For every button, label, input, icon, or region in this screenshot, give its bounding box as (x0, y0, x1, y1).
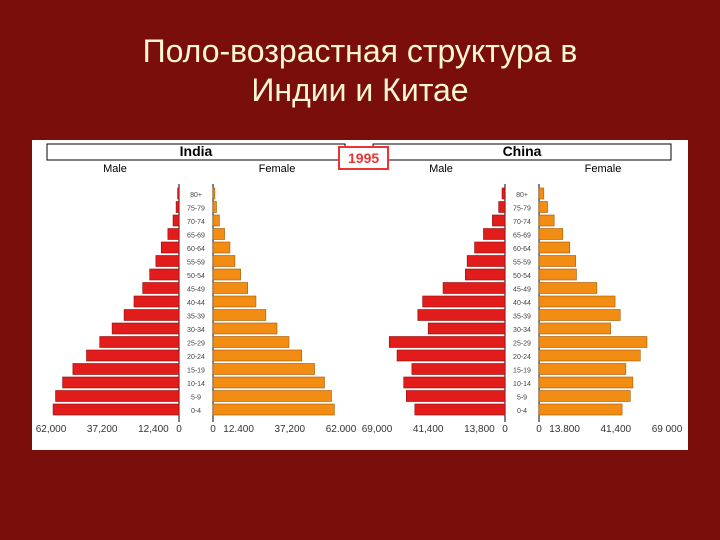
svg-text:69,000: 69,000 (362, 424, 393, 435)
svg-text:0-4: 0-4 (191, 408, 201, 415)
svg-text:30-34: 30-34 (513, 327, 531, 334)
svg-text:45-49: 45-49 (513, 287, 531, 294)
svg-text:60-64: 60-64 (187, 246, 205, 253)
svg-text:15-19: 15-19 (513, 368, 531, 375)
svg-text:50-54: 50-54 (513, 273, 531, 280)
svg-text:Male: Male (103, 163, 127, 175)
svg-text:Female: Female (259, 163, 296, 175)
slide: Поло-возрастная структура в Индии и Кита… (0, 0, 720, 540)
svg-text:80+: 80+ (190, 192, 202, 199)
svg-text:10-14: 10-14 (187, 381, 205, 388)
svg-text:10-14: 10-14 (513, 381, 531, 388)
chart-panel: India Male Female 80+ 75-79 70-74 65-69 60-64 55… (32, 140, 688, 450)
svg-text:65-69: 65-69 (513, 233, 531, 240)
svg-text:5-9: 5-9 (191, 395, 201, 402)
svg-text:Male: Male (429, 163, 453, 175)
svg-text:41,400: 41,400 (601, 424, 632, 435)
svg-text:45-49: 45-49 (187, 287, 205, 294)
svg-text:70-74: 70-74 (513, 219, 531, 226)
title-line2: Индии и Китае (251, 72, 468, 108)
svg-text:80+: 80+ (516, 192, 528, 199)
svg-text:25-29: 25-29 (187, 341, 205, 348)
svg-text:75-79: 75-79 (513, 206, 531, 213)
svg-text:20-24: 20-24 (513, 354, 531, 361)
svg-text:0: 0 (176, 424, 182, 435)
pyramids-svg: India Male Female 80+ 75-79 70-74 65-69 60-64 55… (32, 140, 688, 450)
svg-text:40-44: 40-44 (187, 300, 205, 307)
svg-text:70-74: 70-74 (187, 219, 205, 226)
year-label: 1995 (338, 146, 389, 170)
svg-text:12.400: 12.400 (223, 424, 254, 435)
svg-text:37,200: 37,200 (275, 424, 306, 435)
svg-text:55-59: 55-59 (513, 260, 531, 267)
svg-text:13.800: 13.800 (549, 424, 580, 435)
svg-text:15-19: 15-19 (187, 368, 205, 375)
svg-text:China: China (503, 143, 542, 159)
svg-text:25-29: 25-29 (513, 341, 531, 348)
svg-text:50-54: 50-54 (187, 273, 205, 280)
svg-text:0: 0 (502, 424, 508, 435)
svg-text:12,400: 12,400 (138, 424, 169, 435)
svg-text:5-9: 5-9 (517, 395, 527, 402)
svg-text:35-39: 35-39 (187, 314, 205, 321)
svg-text:13,800: 13,800 (464, 424, 495, 435)
svg-text:41,400: 41,400 (413, 424, 444, 435)
svg-text:40-44: 40-44 (513, 300, 531, 307)
svg-text:62.000: 62.000 (326, 424, 357, 435)
svg-text:60-64: 60-64 (513, 246, 531, 253)
svg-text:37,200: 37,200 (87, 424, 118, 435)
svg-text:0-4: 0-4 (517, 408, 527, 415)
year-text: 1995 (348, 150, 379, 166)
title-line1: Поло-возрастная структура в (143, 33, 578, 69)
svg-text:55-59: 55-59 (187, 260, 205, 267)
svg-text:0: 0 (210, 424, 216, 435)
slide-title: Поло-возрастная структура в Индии и Кита… (0, 32, 720, 110)
svg-text:75-79: 75-79 (187, 206, 205, 213)
svg-text:0: 0 (536, 424, 542, 435)
svg-text:Female: Female (585, 163, 622, 175)
svg-text:20-24: 20-24 (187, 354, 205, 361)
svg-text:30-34: 30-34 (187, 327, 205, 334)
svg-text:62,000: 62,000 (36, 424, 67, 435)
svg-text:India: India (180, 143, 213, 159)
svg-text:69 000: 69 000 (652, 424, 683, 435)
svg-text:65-69: 65-69 (187, 233, 205, 240)
svg-text:35-39: 35-39 (513, 314, 531, 321)
